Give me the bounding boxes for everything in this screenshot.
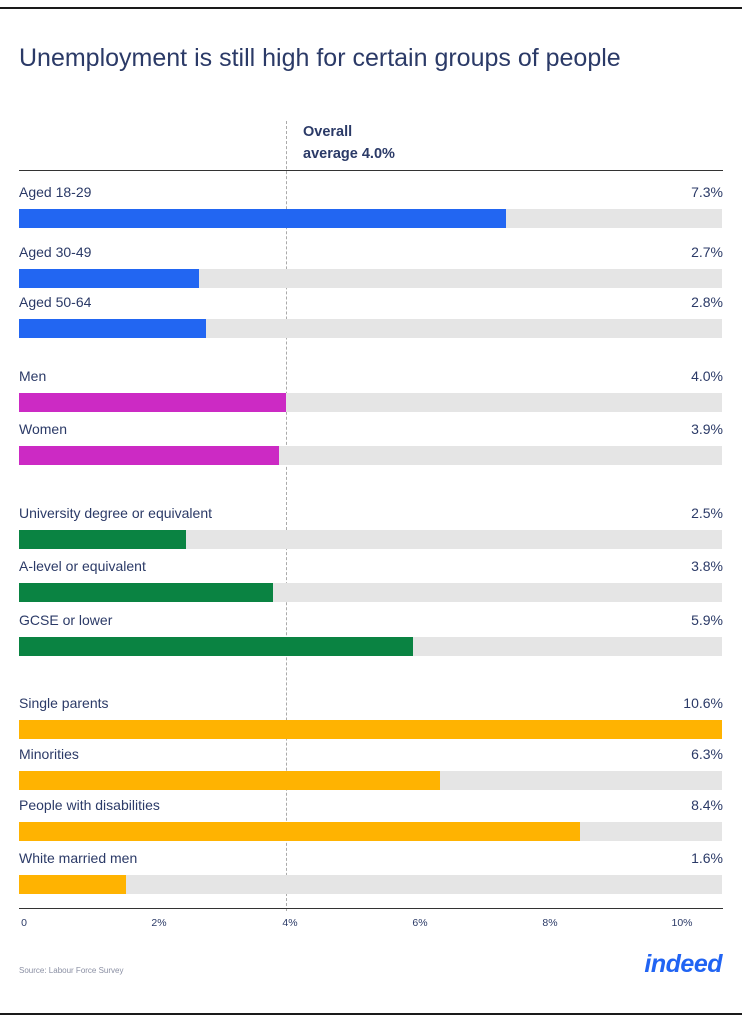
- bar-label: White married men: [19, 850, 138, 866]
- bar-value-label: 10.6%: [683, 695, 723, 711]
- bar-value-label: 1.6%: [691, 850, 723, 866]
- bar-track: [19, 530, 722, 549]
- bar-value-label: 4.0%: [691, 368, 723, 384]
- chart-title: Unemployment is still high for certain g…: [19, 44, 621, 72]
- average-label: Overall average 4.0%: [303, 121, 395, 165]
- bar-label: Aged 30-49: [19, 244, 92, 260]
- bar-value-label: 5.9%: [691, 612, 723, 628]
- bar-label: GCSE or lower: [19, 612, 113, 628]
- x-tick-label: 10%: [671, 917, 693, 929]
- average-reference-line: [286, 121, 287, 911]
- bar-value-label: 7.3%: [691, 184, 723, 200]
- bar-label: Men: [19, 368, 47, 384]
- x-tick-label: 2%: [151, 917, 167, 929]
- bar: [19, 530, 186, 549]
- bar-value-label: 2.8%: [691, 294, 723, 310]
- bar-label: Women: [19, 421, 67, 437]
- indeed-logo: indeed: [644, 950, 722, 978]
- source-note: Source: Labour Force Survey: [19, 966, 124, 975]
- bar-label: Minorities: [19, 746, 79, 762]
- top-border: [0, 7, 742, 9]
- bar: [19, 583, 273, 602]
- bar-value-label: 2.7%: [691, 244, 723, 260]
- bar-value-label: 2.5%: [691, 505, 723, 521]
- bar-label: A-level or equivalent: [19, 558, 146, 574]
- x-tick-label: 6%: [412, 917, 428, 929]
- bar-value-label: 6.3%: [691, 746, 723, 762]
- bar-value-label: 8.4%: [691, 797, 723, 813]
- x-axis-line: [19, 908, 723, 909]
- bar-label: Single parents: [19, 695, 109, 711]
- bar: [19, 209, 507, 228]
- x-tick-label: 4%: [282, 917, 298, 929]
- x-tick-label: 0: [21, 917, 27, 929]
- bar: [19, 319, 206, 338]
- bar: [19, 875, 126, 894]
- bar: [19, 637, 413, 656]
- bar: [19, 393, 286, 412]
- bar-value-label: 3.8%: [691, 558, 723, 574]
- average-label-line2: average 4.0%: [303, 146, 395, 162]
- bar-label: Aged 18-29: [19, 184, 92, 200]
- bar-label: Aged 50-64: [19, 294, 92, 310]
- x-tick-label: 8%: [542, 917, 558, 929]
- bar: [19, 822, 580, 841]
- bar-value-label: 3.9%: [691, 421, 723, 437]
- bar: [19, 269, 200, 288]
- bottom-border: [0, 1013, 742, 1015]
- bar-track: [19, 875, 722, 894]
- bar-label: People with disabilities: [19, 797, 160, 813]
- bar: [19, 446, 280, 465]
- bar: [19, 771, 440, 790]
- header-rule: [19, 170, 723, 171]
- average-label-line1: Overall: [303, 124, 353, 140]
- bar: [19, 720, 722, 739]
- bar-label: University degree or equivalent: [19, 505, 212, 521]
